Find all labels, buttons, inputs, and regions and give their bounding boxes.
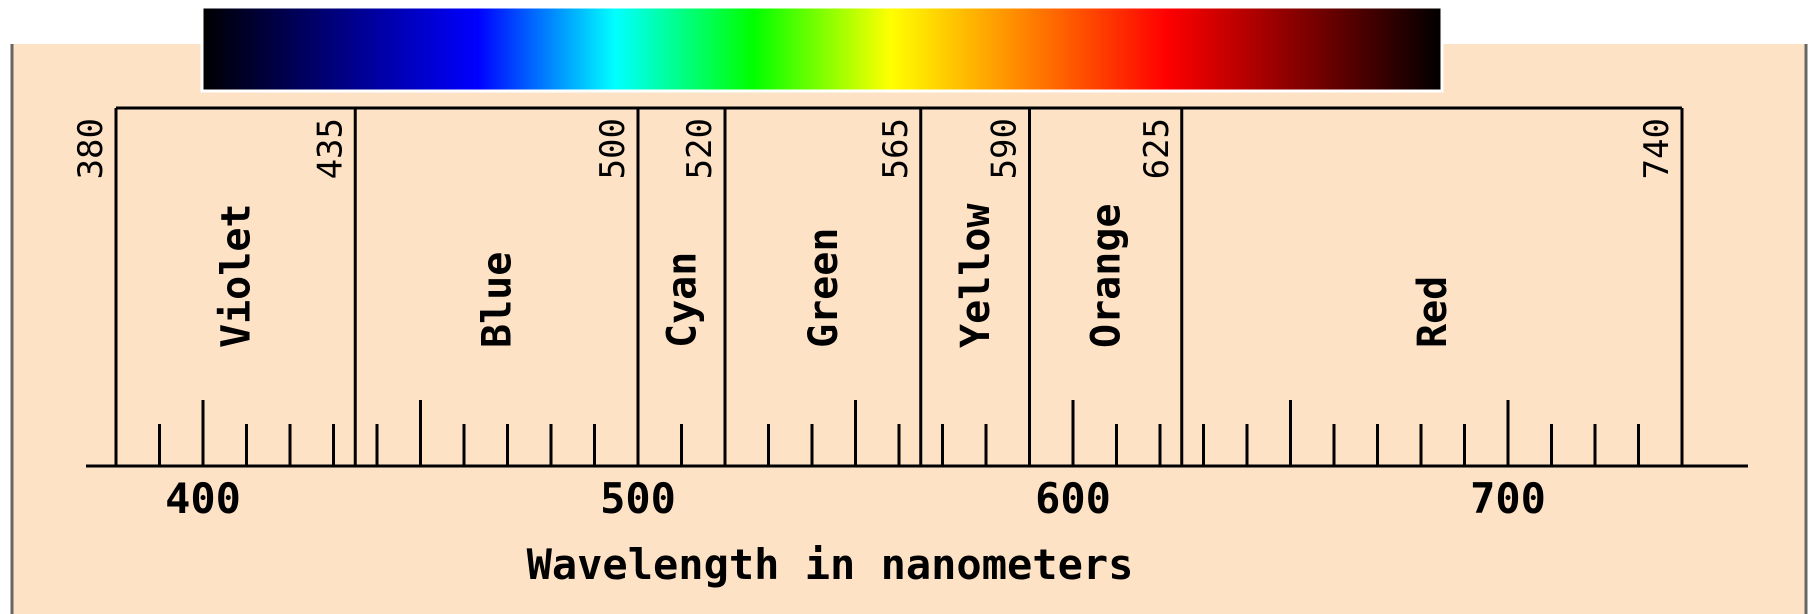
diagram-panel — [12, 44, 1806, 614]
boundary-label: 435 — [310, 118, 350, 179]
band-name-cyan: Cyan — [660, 252, 706, 348]
boundary-label: 625 — [1137, 118, 1177, 179]
band-name-orange: Orange — [1084, 204, 1130, 349]
boundary-label: 380 — [71, 118, 111, 179]
color-spectrum-bar — [200, 5, 1444, 93]
boundary-label: 590 — [985, 118, 1025, 179]
axis-tick-label: 700 — [1470, 474, 1546, 523]
color-bands: 380 435 500 520 565 590 625 740 Violet Blue Cyan Gr… — [71, 106, 1684, 466]
band-name-violet: Violet — [214, 204, 260, 349]
boundary-label: 740 — [1637, 118, 1677, 179]
wavelength-axis: 400 500 600 700 — [86, 400, 1748, 523]
band-name-yellow: Yellow — [953, 203, 999, 348]
band-name-blue: Blue — [475, 252, 521, 348]
axis-title: Wavelength in nanometers — [527, 540, 1134, 589]
band-name-red: Red — [1410, 276, 1456, 348]
boundary-label: 520 — [680, 118, 720, 179]
axis-tick-label: 600 — [1035, 474, 1111, 523]
axis-tick-label: 500 — [600, 474, 676, 523]
boundary-label: 500 — [593, 118, 633, 179]
boundary-label: 565 — [876, 118, 916, 179]
band-name-green: Green — [801, 228, 847, 348]
axis-tick-label: 400 — [165, 474, 241, 523]
